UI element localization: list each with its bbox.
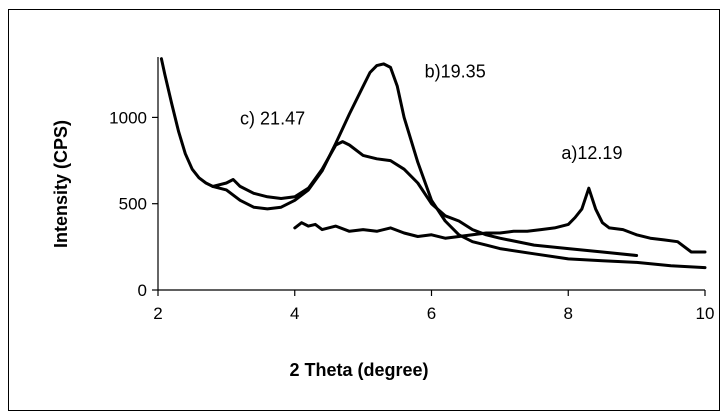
- annotation-label: a)12.19: [561, 143, 622, 163]
- x-tick-label: 4: [290, 304, 299, 323]
- annotation-label: c) 21.47: [240, 108, 305, 128]
- chart-frame: 2 4 6 8 10 0 500 1000 c) 21.47 b)19.35 a)12.19 2 …: [8, 9, 720, 411]
- series-b-line: [159, 57, 707, 270]
- y-axis-title: Intensity (CPS): [51, 120, 71, 248]
- x-tick-label: 8: [564, 304, 573, 323]
- x-tick-label: 10: [696, 304, 715, 323]
- chart: 2 4 6 8 10 0 500 1000 c) 21.47 b)19.35 a)12.19 2 …: [51, 57, 715, 380]
- series-a-line: [293, 186, 707, 254]
- x-tick-label: 6: [427, 304, 436, 323]
- y-tick-label: 0: [138, 281, 147, 300]
- y-tick-label: 1000: [109, 108, 147, 127]
- series-c-line: [211, 140, 639, 257]
- y-tick-label: 500: [119, 195, 147, 214]
- x-tick-label: 2: [153, 304, 162, 323]
- annotation-label: b)19.35: [425, 62, 486, 82]
- x-axis-title: 2 Theta (degree): [289, 360, 428, 380]
